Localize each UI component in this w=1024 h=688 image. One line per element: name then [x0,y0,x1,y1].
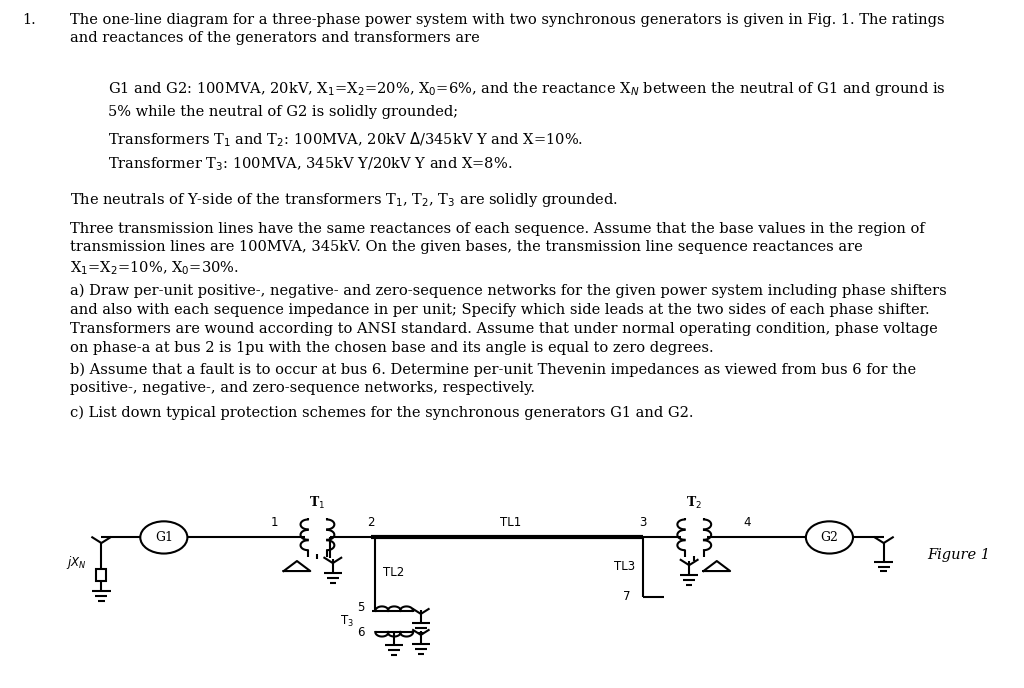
Text: TL1: TL1 [501,516,521,529]
Text: Transformer T$_3$: 100MVA, 345kV Y/20kV Y and X=8%.: Transformer T$_3$: 100MVA, 345kV Y/20kV … [108,155,512,173]
Text: 1: 1 [270,516,279,529]
Text: T$_2$: T$_2$ [686,495,702,510]
Text: a) Draw per-unit positive-, negative- and zero-sequence networks for the given p: a) Draw per-unit positive-, negative- an… [70,283,946,316]
Text: G1: G1 [155,531,173,544]
Text: G1 and G2: 100MVA, 20kV, X$_1$=X$_2$=20%, X$_0$=6%, and the reactance X$_N$ betw: G1 and G2: 100MVA, 20kV, X$_1$=X$_2$=20%… [108,80,945,98]
Text: 3: 3 [639,516,647,529]
Text: The one-line diagram for a three-phase power system with two synchronous generat: The one-line diagram for a three-phase p… [70,12,944,45]
FancyBboxPatch shape [96,569,106,581]
Text: Transformers T$_1$ and T$_2$: 100MVA, 20kV $\Delta$/345kV Y and X=10%.: Transformers T$_1$ and T$_2$: 100MVA, 20… [108,131,583,149]
Text: $jX_N$: $jX_N$ [67,554,87,571]
Text: TL2: TL2 [383,566,404,579]
Text: c) List down typical protection schemes for the synchronous generators G1 and G2: c) List down typical protection schemes … [70,406,693,420]
Text: The neutrals of Y-side of the transformers T$_1$, T$_2$, T$_3$ are solidly groun: The neutrals of Y-side of the transforme… [70,191,617,209]
Text: 2: 2 [367,516,375,529]
Text: T$_1$: T$_1$ [309,495,326,510]
Text: 5: 5 [357,601,365,614]
Text: 6: 6 [357,626,365,639]
Text: G2: G2 [820,531,839,544]
Text: 7: 7 [624,590,631,603]
Text: Three transmission lines have the same reactances of each sequence. Assume that : Three transmission lines have the same r… [70,222,925,277]
Text: TL3: TL3 [613,560,635,573]
Text: 4: 4 [743,516,752,529]
Text: 5% while the neutral of G2 is solidly grounded;: 5% while the neutral of G2 is solidly gr… [108,105,458,120]
Text: 1.: 1. [23,12,36,27]
Text: Figure 1: Figure 1 [927,548,990,562]
Text: Transformers are wound according to ANSI standard. Assume that under normal oper: Transformers are wound according to ANSI… [70,323,937,355]
Text: b) Assume that a fault is to occur at bus 6. Determine per-unit Thevenin impedan: b) Assume that a fault is to occur at bu… [70,363,915,396]
Text: T$_3$: T$_3$ [340,614,354,629]
